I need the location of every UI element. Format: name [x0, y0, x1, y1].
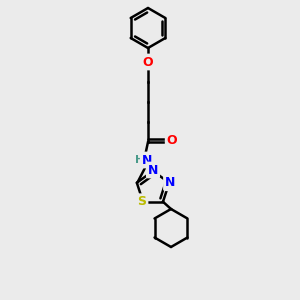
Text: S: S — [137, 195, 146, 208]
Text: O: O — [143, 56, 153, 68]
Text: H: H — [135, 155, 145, 165]
Text: N: N — [142, 154, 152, 166]
Text: N: N — [165, 176, 175, 189]
Text: O: O — [167, 134, 177, 147]
Text: N: N — [148, 164, 158, 176]
